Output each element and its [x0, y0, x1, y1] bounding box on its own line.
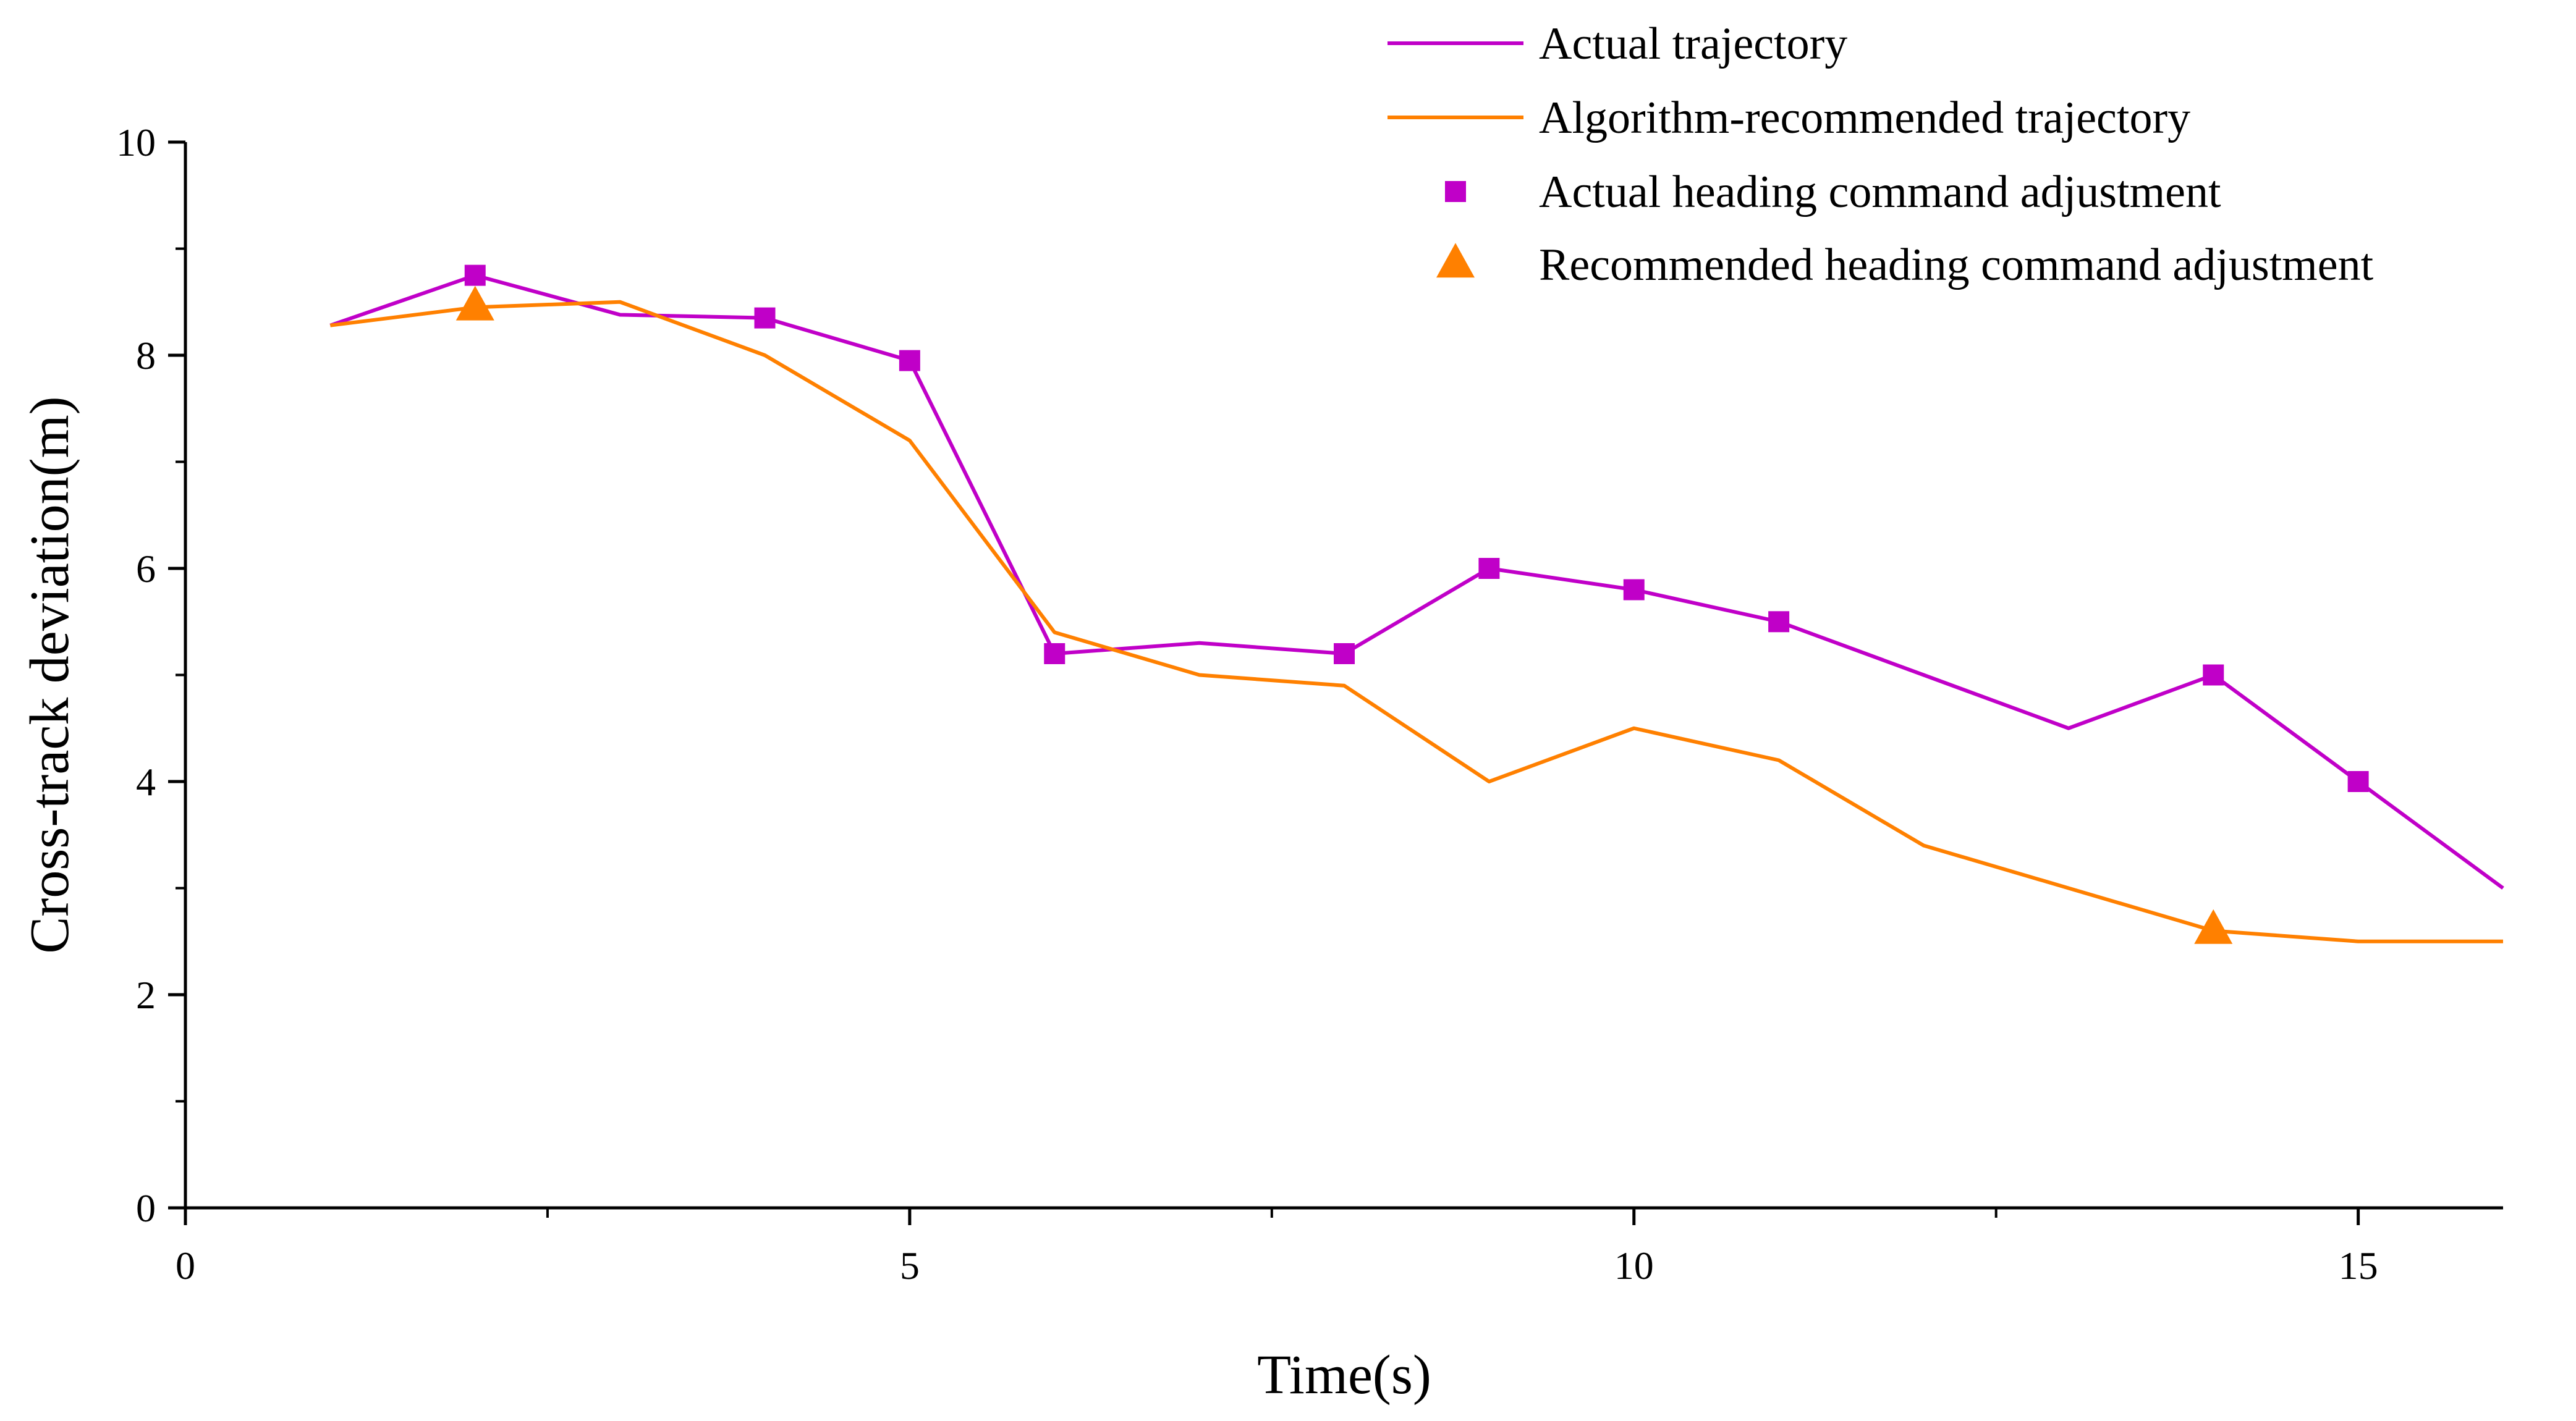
- data-point-triangle: [455, 285, 494, 321]
- data-point-square: [464, 264, 486, 286]
- legend-label: Recommended heading command adjustment: [1539, 240, 2374, 290]
- x-tick-label: 10: [1614, 1244, 1654, 1288]
- y-tick-label: 10: [116, 120, 156, 164]
- data-point-square: [2203, 664, 2224, 686]
- series-line-1: [330, 300, 2503, 943]
- data-point-square: [2347, 771, 2369, 792]
- legend-label: Actual trajectory: [1539, 19, 1847, 69]
- x-tick-label: 0: [176, 1244, 195, 1288]
- legend: Actual trajectory Algorithm-recommended t…: [1388, 19, 2374, 290]
- y-tick-label: 0: [136, 1186, 156, 1230]
- x-axis-title: Time(s): [1257, 1344, 1431, 1406]
- legend-swatch-square: [1445, 181, 1466, 202]
- data-point-square: [1768, 611, 1790, 633]
- y-tick-label: 8: [136, 334, 156, 377]
- data-point-square: [754, 307, 776, 329]
- series-lines: [329, 273, 2504, 943]
- y-axis-title: Cross-track deviation(m): [19, 396, 80, 953]
- y-tick-label: 2: [136, 973, 156, 1017]
- series-line-0: [329, 273, 2504, 890]
- data-point-square: [1044, 643, 1066, 664]
- legend-swatch-triangle: [1436, 243, 1475, 278]
- y-tick-label: 4: [136, 760, 156, 804]
- legend-label: Algorithm-recommended trajectory: [1539, 93, 2190, 143]
- data-point-square: [1623, 579, 1645, 601]
- data-point-triangle: [2194, 909, 2233, 944]
- x-tick-label: 5: [900, 1244, 920, 1288]
- legend-label: Actual heading command adjustment: [1539, 167, 2221, 217]
- data-point-square: [1478, 558, 1500, 579]
- data-point-square: [899, 350, 920, 371]
- series-markers: [455, 264, 2369, 944]
- axes: 0 5 10 15 0 2 4 6 8 10 Time(s) Cross-track deviatio…: [19, 120, 2503, 1406]
- data-point-square: [1334, 643, 1355, 664]
- x-tick-label: 15: [2339, 1244, 2378, 1288]
- y-tick-label: 6: [136, 547, 156, 591]
